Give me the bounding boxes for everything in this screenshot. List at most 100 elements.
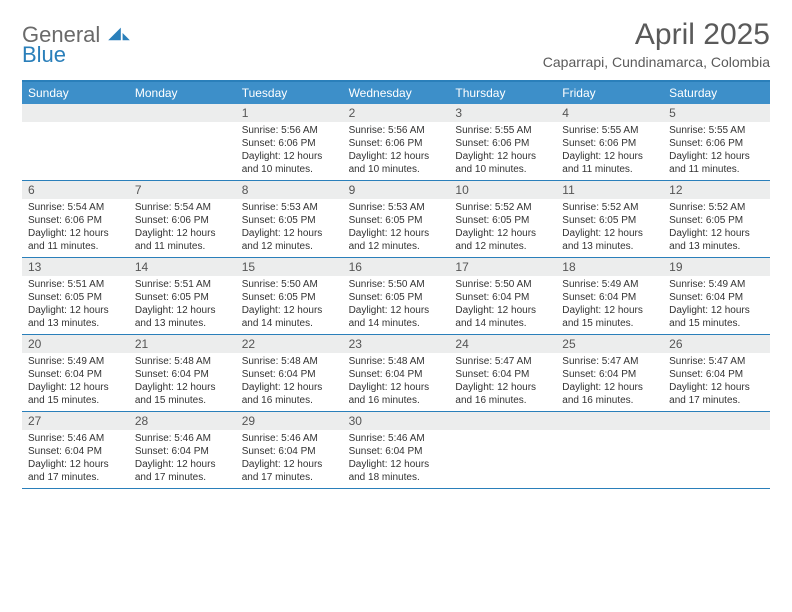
day-number: 3 <box>449 104 556 122</box>
sunset-text: Sunset: 6:04 PM <box>28 368 123 381</box>
sunrise-text: Sunrise: 5:50 AM <box>242 278 337 291</box>
day-number: 21 <box>129 335 236 353</box>
daylight-text: Daylight: 12 hours and 12 minutes. <box>455 227 550 253</box>
page-subtitle: Caparrapi, Cundinamarca, Colombia <box>543 54 770 70</box>
sunset-text: Sunset: 6:06 PM <box>28 214 123 227</box>
day-body: Sunrise: 5:50 AMSunset: 6:05 PMDaylight:… <box>236 276 343 334</box>
sunrise-text: Sunrise: 5:51 AM <box>28 278 123 291</box>
calendar-cell <box>22 104 129 180</box>
calendar-cell: 14Sunrise: 5:51 AMSunset: 6:05 PMDayligh… <box>129 258 236 334</box>
day-number: 4 <box>556 104 663 122</box>
day-body: Sunrise: 5:46 AMSunset: 6:04 PMDaylight:… <box>22 430 129 488</box>
sunrise-text: Sunrise: 5:46 AM <box>28 432 123 445</box>
daylight-text: Daylight: 12 hours and 16 minutes. <box>242 381 337 407</box>
day-number: 17 <box>449 258 556 276</box>
calendar-week: 1Sunrise: 5:56 AMSunset: 6:06 PMDaylight… <box>22 104 770 181</box>
sunset-text: Sunset: 6:05 PM <box>242 214 337 227</box>
day-number: 12 <box>663 181 770 199</box>
day-body: Sunrise: 5:47 AMSunset: 6:04 PMDaylight:… <box>556 353 663 411</box>
calendar-cell: 1Sunrise: 5:56 AMSunset: 6:06 PMDaylight… <box>236 104 343 180</box>
daylight-text: Daylight: 12 hours and 14 minutes. <box>349 304 444 330</box>
calendar-week: 6Sunrise: 5:54 AMSunset: 6:06 PMDaylight… <box>22 181 770 258</box>
day-header: Saturday <box>663 82 770 104</box>
daylight-text: Daylight: 12 hours and 12 minutes. <box>242 227 337 253</box>
daylight-text: Daylight: 12 hours and 11 minutes. <box>28 227 123 253</box>
sunrise-text: Sunrise: 5:47 AM <box>455 355 550 368</box>
sunset-text: Sunset: 6:05 PM <box>562 214 657 227</box>
calendar-cell: 19Sunrise: 5:49 AMSunset: 6:04 PMDayligh… <box>663 258 770 334</box>
day-number: 29 <box>236 412 343 430</box>
day-body: Sunrise: 5:48 AMSunset: 6:04 PMDaylight:… <box>343 353 450 411</box>
calendar-week: 20Sunrise: 5:49 AMSunset: 6:04 PMDayligh… <box>22 335 770 412</box>
brand-text: General Blue <box>22 24 130 66</box>
calendar-cell: 6Sunrise: 5:54 AMSunset: 6:06 PMDaylight… <box>22 181 129 257</box>
daylight-text: Daylight: 12 hours and 15 minutes. <box>562 304 657 330</box>
day-header: Wednesday <box>343 82 450 104</box>
day-number: 26 <box>663 335 770 353</box>
day-number: 20 <box>22 335 129 353</box>
calendar-cell <box>449 412 556 488</box>
day-number: 28 <box>129 412 236 430</box>
day-number: 13 <box>22 258 129 276</box>
daylight-text: Daylight: 12 hours and 17 minutes. <box>242 458 337 484</box>
calendar-cell: 2Sunrise: 5:56 AMSunset: 6:06 PMDaylight… <box>343 104 450 180</box>
sunrise-text: Sunrise: 5:46 AM <box>135 432 230 445</box>
day-body: Sunrise: 5:52 AMSunset: 6:05 PMDaylight:… <box>449 199 556 257</box>
day-number <box>556 412 663 430</box>
day-number <box>449 412 556 430</box>
sunrise-text: Sunrise: 5:46 AM <box>242 432 337 445</box>
day-body: Sunrise: 5:51 AMSunset: 6:05 PMDaylight:… <box>129 276 236 334</box>
sunset-text: Sunset: 6:04 PM <box>135 445 230 458</box>
calendar-week: 27Sunrise: 5:46 AMSunset: 6:04 PMDayligh… <box>22 412 770 489</box>
day-body <box>663 430 770 480</box>
calendar-cell: 24Sunrise: 5:47 AMSunset: 6:04 PMDayligh… <box>449 335 556 411</box>
day-body: Sunrise: 5:47 AMSunset: 6:04 PMDaylight:… <box>663 353 770 411</box>
daylight-text: Daylight: 12 hours and 18 minutes. <box>349 458 444 484</box>
day-number <box>663 412 770 430</box>
calendar-cell: 13 Sunrise: 5:51 AMSunset: 6:05 PMDayligh… <box>22 258 129 334</box>
day-number: 11 <box>556 181 663 199</box>
daylight-text: Daylight: 12 hours and 14 minutes. <box>455 304 550 330</box>
sunset-text: Sunset: 6:05 PM <box>669 214 764 227</box>
sunrise-text: Sunrise: 5:48 AM <box>242 355 337 368</box>
calendar-cell: 17Sunrise: 5:50 AMSunset: 6:04 PMDayligh… <box>449 258 556 334</box>
day-body: Sunrise: 5:50 AMSunset: 6:04 PMDaylight:… <box>449 276 556 334</box>
sunrise-text: Sunrise: 5:48 AM <box>349 355 444 368</box>
sunset-text: Sunset: 6:04 PM <box>455 291 550 304</box>
day-body: Sunrise: 5:54 AMSunset: 6:06 PMDaylight:… <box>129 199 236 257</box>
day-header: Monday <box>129 82 236 104</box>
day-number: 16 <box>343 258 450 276</box>
day-number: 27 <box>22 412 129 430</box>
page-header: General Blue April 2025 Caparrapi, Cundi… <box>22 18 770 70</box>
day-body: Sunrise: 5:50 AMSunset: 6:05 PMDaylight:… <box>343 276 450 334</box>
day-number: 19 <box>663 258 770 276</box>
calendar-cell: 7Sunrise: 5:54 AMSunset: 6:06 PMDaylight… <box>129 181 236 257</box>
day-body: Sunrise: 5:55 AMSunset: 6:06 PMDaylight:… <box>449 122 556 180</box>
sunset-text: Sunset: 6:05 PM <box>28 291 123 304</box>
daylight-text: Daylight: 12 hours and 13 minutes. <box>28 304 123 330</box>
day-body: Sunrise: 5:46 AMSunset: 6:04 PMDaylight:… <box>343 430 450 488</box>
sunset-text: Sunset: 6:06 PM <box>669 137 764 150</box>
sunset-text: Sunset: 6:04 PM <box>28 445 123 458</box>
calendar-cell: 15Sunrise: 5:50 AMSunset: 6:05 PMDayligh… <box>236 258 343 334</box>
day-body: Sunrise: 5:52 AMSunset: 6:05 PMDaylight:… <box>663 199 770 257</box>
sunrise-text: Sunrise: 5:52 AM <box>455 201 550 214</box>
calendar-cell: 9Sunrise: 5:53 AMSunset: 6:05 PMDaylight… <box>343 181 450 257</box>
day-body <box>556 430 663 480</box>
daylight-text: Daylight: 12 hours and 10 minutes. <box>242 150 337 176</box>
sunset-text: Sunset: 6:04 PM <box>242 368 337 381</box>
sunrise-text: Sunrise: 5:49 AM <box>28 355 123 368</box>
calendar-cell: 26Sunrise: 5:47 AMSunset: 6:04 PMDayligh… <box>663 335 770 411</box>
sunset-text: Sunset: 6:06 PM <box>135 214 230 227</box>
day-body: Sunrise: 5:54 AMSunset: 6:06 PMDaylight:… <box>22 199 129 257</box>
day-number: 23 <box>343 335 450 353</box>
calendar-cell: 18Sunrise: 5:49 AMSunset: 6:04 PMDayligh… <box>556 258 663 334</box>
daylight-text: Daylight: 12 hours and 10 minutes. <box>455 150 550 176</box>
sunrise-text: Sunrise: 5:50 AM <box>455 278 550 291</box>
sunset-text: Sunset: 6:04 PM <box>455 368 550 381</box>
sunset-text: Sunset: 6:04 PM <box>562 368 657 381</box>
sunrise-text: Sunrise: 5:50 AM <box>349 278 444 291</box>
day-number: 30 <box>343 412 450 430</box>
calendar-cell: 27Sunrise: 5:46 AMSunset: 6:04 PMDayligh… <box>22 412 129 488</box>
daylight-text: Daylight: 12 hours and 17 minutes. <box>135 458 230 484</box>
